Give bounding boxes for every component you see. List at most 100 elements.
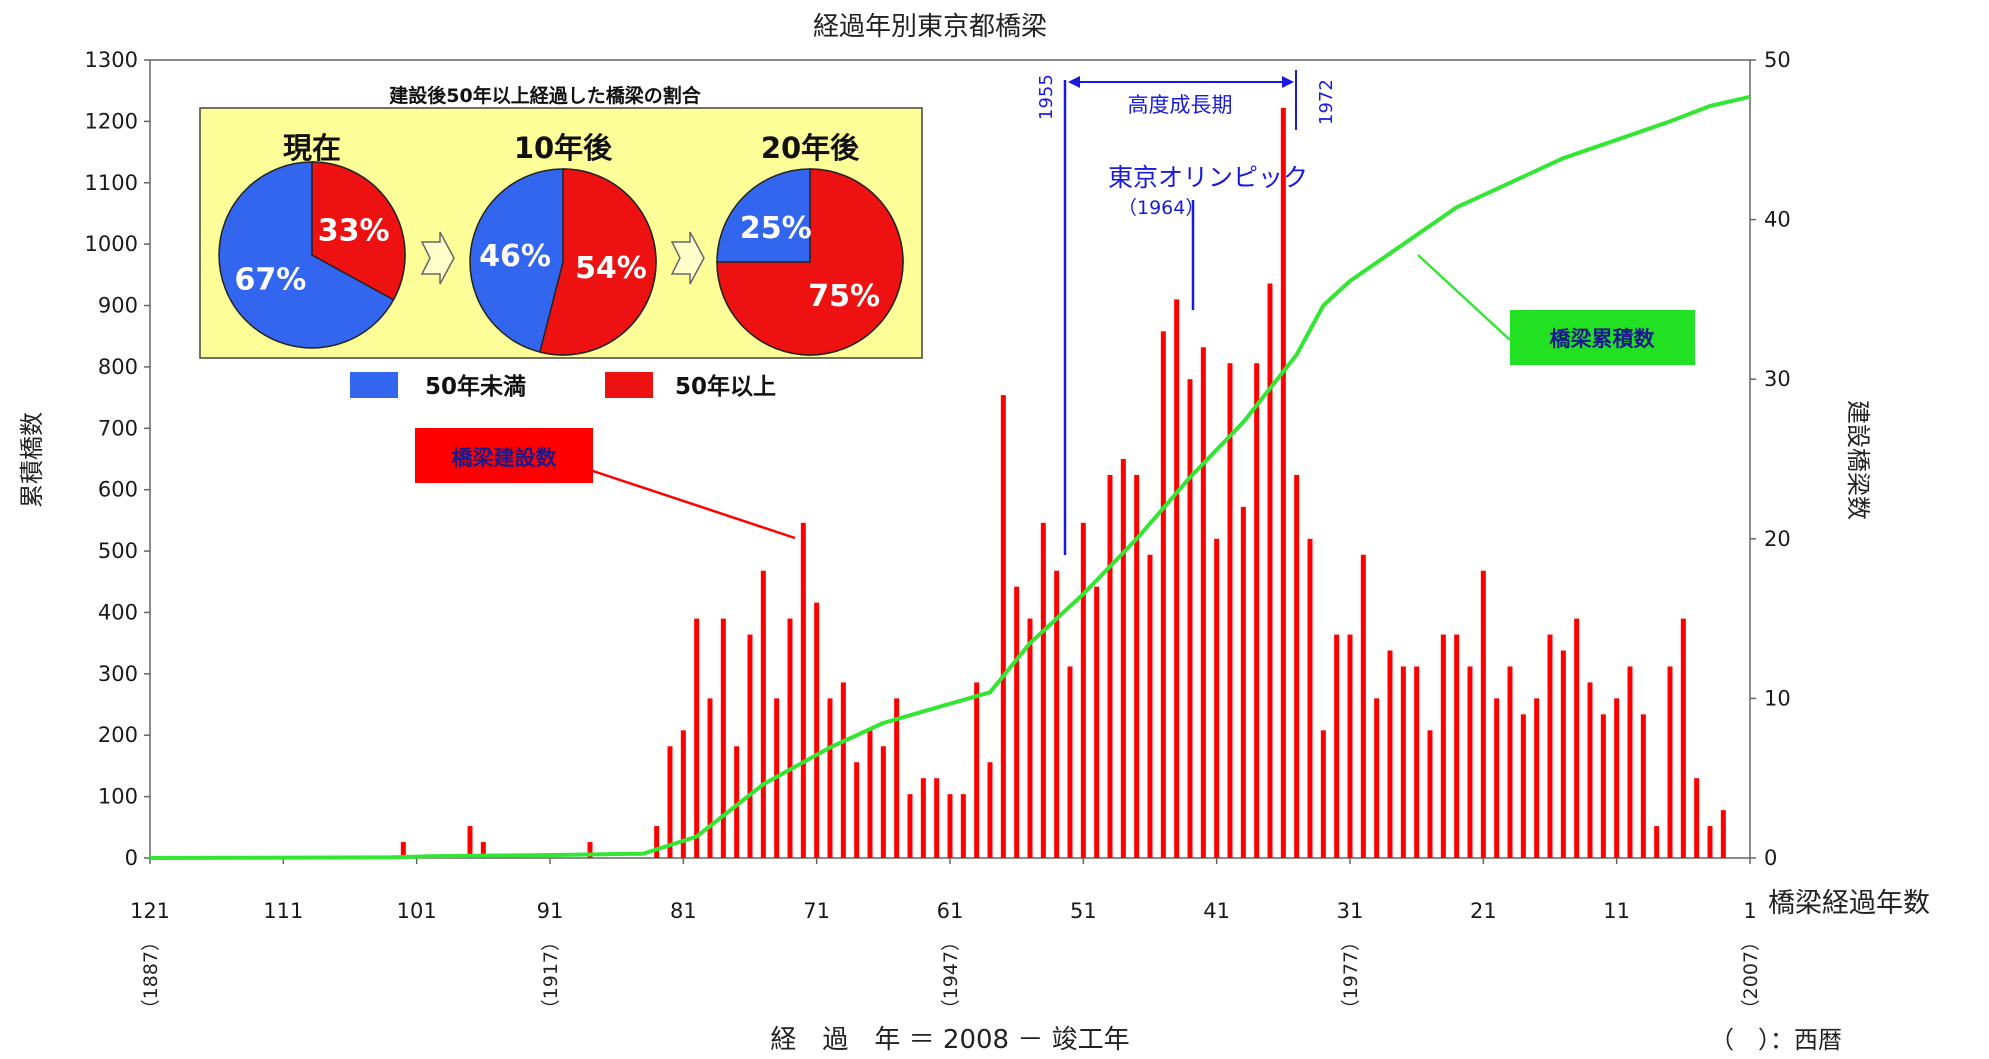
bar	[1600, 714, 1606, 858]
left-tick-label: 800	[98, 355, 138, 379]
line-callout: 橋梁累積数	[1417, 254, 1695, 365]
left-tick-label: 200	[98, 723, 138, 747]
bar	[467, 826, 473, 858]
chart-title: 経過年別東京都橋梁	[813, 12, 1047, 42]
bar	[1294, 474, 1300, 858]
bar	[1587, 682, 1593, 858]
bar	[1494, 698, 1500, 858]
left-tick-label: 1300	[85, 48, 138, 72]
year-axis: （1887） （1917） （1947） （1977） （2007）	[140, 932, 1762, 1018]
x-tick-label: 51	[1070, 899, 1097, 923]
bar	[1360, 554, 1366, 858]
era-label: 高度成長期	[1128, 93, 1233, 117]
bar	[1067, 666, 1073, 858]
bar	[400, 842, 406, 858]
bar	[974, 682, 980, 858]
right-tick-label: 30	[1764, 367, 1791, 391]
bar	[760, 570, 766, 858]
right-tick-label: 50	[1764, 48, 1791, 72]
x-tick-label: 11	[1603, 899, 1630, 923]
bar	[907, 794, 913, 858]
bar	[1640, 714, 1646, 858]
olympics-annotation: 東京オリンピック （1964）	[1108, 163, 1308, 310]
inset-title: 建設後50年以上経過した橋梁の割合	[389, 84, 701, 107]
bar	[694, 618, 700, 858]
x-tick-label: 121	[130, 899, 170, 923]
bar	[787, 618, 793, 858]
right-tick-label: 40	[1764, 208, 1791, 232]
olympics-label: 東京オリンピック	[1108, 163, 1308, 192]
bar	[1147, 554, 1153, 858]
bar	[734, 746, 740, 858]
left-tick-label: 100	[98, 785, 138, 809]
bar	[1480, 570, 1486, 858]
legend-blue-label: 50年未満	[425, 373, 526, 400]
bar	[1467, 666, 1473, 858]
left-axis-title: 累積橋数	[18, 412, 46, 508]
left-tick-label: 1200	[85, 109, 138, 133]
bar	[880, 746, 886, 858]
right-axis: 0 10 20 30 40 50	[1750, 48, 1791, 870]
bar	[1120, 459, 1126, 858]
pie-label-red: 33%	[318, 213, 390, 248]
bar	[987, 762, 993, 858]
bar	[1240, 506, 1246, 858]
bar	[587, 842, 593, 858]
bar	[1387, 650, 1393, 858]
bar	[1014, 586, 1020, 858]
era-arrow-left	[1068, 76, 1080, 88]
bar	[934, 778, 940, 858]
bar	[1427, 730, 1433, 858]
right-axis-title: 建設橋梁数	[1844, 400, 1872, 520]
bar	[707, 698, 713, 858]
bar	[1080, 522, 1086, 858]
left-axis: 0 100 200 300 400 500 600 700 800 900 1000 1100 1200…	[85, 48, 150, 870]
year-tick-label: （1917）	[540, 932, 562, 1018]
pie-label-blue: 67%	[234, 263, 306, 298]
bar	[1414, 666, 1420, 858]
x-tick-label: 91	[537, 899, 564, 923]
era-arrow-right	[1282, 76, 1294, 88]
x-tick-label: 1	[1743, 899, 1756, 923]
bar	[1200, 347, 1206, 858]
bar	[1094, 586, 1100, 858]
pie-label-blue: 46%	[479, 239, 551, 274]
x-tick-label: 71	[803, 899, 830, 923]
x-tick-label: 41	[1203, 899, 1230, 923]
bar	[1040, 522, 1046, 858]
line-callout-pointer	[1417, 254, 1511, 341]
bar	[1174, 299, 1180, 858]
era-end-year: 1972	[1316, 79, 1337, 125]
bar	[654, 826, 660, 858]
x-tick-label: 101	[397, 899, 437, 923]
x-tick-label: 31	[1337, 899, 1364, 923]
bar	[1720, 810, 1726, 858]
pie-slice-red	[716, 168, 904, 356]
year-tick-label: （1887）	[140, 932, 162, 1018]
legend-red-label: 50年以上	[675, 373, 776, 400]
year-tick-label: （1977）	[1340, 932, 1362, 1018]
left-tick-label: 1000	[85, 232, 138, 256]
pie-chart: 20年後 75% 25%	[716, 131, 904, 356]
bar	[1307, 538, 1313, 858]
bar-callout-box	[415, 428, 593, 483]
bar-callout: 橋梁建設数	[415, 428, 796, 540]
legend-blue-swatch	[350, 372, 398, 398]
olympics-year: （1964）	[1118, 197, 1204, 219]
pie-chart: 10年後 54% 46%	[469, 131, 657, 356]
left-tick-label: 900	[98, 294, 138, 318]
x-axis-suffix: 橋梁経過年数	[1768, 888, 1930, 919]
left-tick-label: 700	[98, 416, 138, 440]
bar	[1707, 826, 1713, 858]
bar	[1560, 650, 1566, 858]
x-tick-label: 111	[263, 899, 303, 923]
bar	[1000, 395, 1006, 858]
bar	[1507, 666, 1513, 858]
x-axis: 121 111 101 91 81 71 61 51 41 31 21 11 1	[130, 858, 1757, 923]
bar	[1027, 618, 1033, 858]
bar	[1667, 666, 1673, 858]
left-tick-label: 600	[98, 478, 138, 502]
left-tick-label: 500	[98, 539, 138, 563]
bar	[1400, 666, 1406, 858]
